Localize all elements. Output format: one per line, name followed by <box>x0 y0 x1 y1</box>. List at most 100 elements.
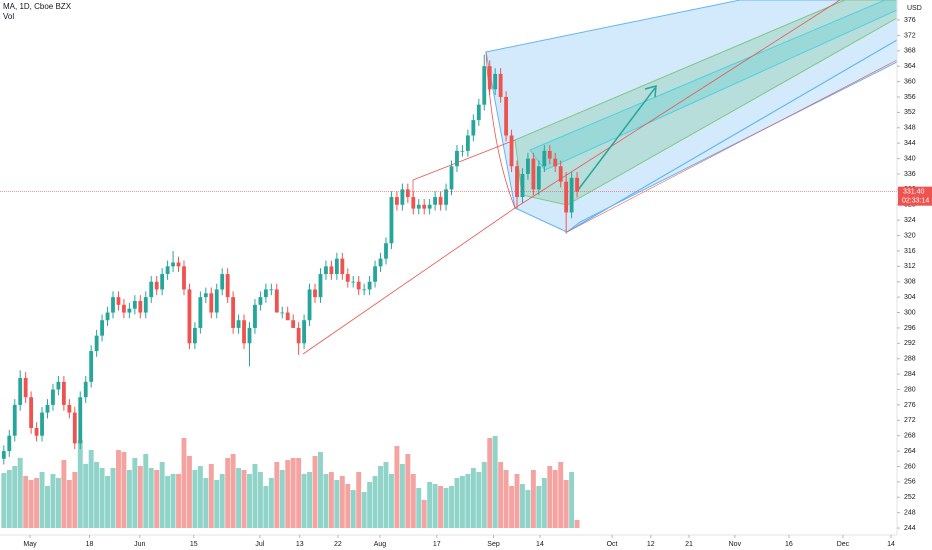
volume-label: Vol <box>3 12 14 21</box>
candle-body <box>553 158 558 167</box>
arrow <box>577 87 656 191</box>
volume-bar <box>541 478 547 528</box>
volume-bar <box>132 458 138 528</box>
candle-body <box>111 297 115 313</box>
volume-bar <box>410 474 416 528</box>
candle-body <box>40 412 44 436</box>
candle-body <box>171 262 175 267</box>
candle-body <box>78 397 83 444</box>
candle-body <box>482 66 487 105</box>
x-tick-label: 13 <box>296 541 304 548</box>
volume-bar <box>509 486 515 528</box>
candle-body <box>493 73 498 90</box>
y-tick-label: 372 <box>904 32 916 39</box>
marks <box>0 54 897 528</box>
y-tick-label: 360 <box>904 78 916 85</box>
candle-body <box>465 135 470 151</box>
volume-bar <box>394 446 400 528</box>
candle-body <box>400 189 405 205</box>
candle-body <box>296 327 301 344</box>
volume-bar <box>192 470 198 528</box>
candle-body <box>203 293 208 298</box>
x-tick-label: 17 <box>433 541 441 548</box>
volume-bar <box>121 452 127 528</box>
x-tick-label: Aug <box>374 541 387 548</box>
volume-bar <box>34 478 40 528</box>
volume-bar <box>378 466 383 528</box>
volume-bar <box>148 468 154 528</box>
volume-bar <box>263 486 269 528</box>
candle-body <box>138 300 143 313</box>
candle-body <box>422 204 427 209</box>
candle-body <box>89 351 94 382</box>
volume-bar <box>290 458 296 528</box>
candle-body <box>569 177 574 213</box>
y-tick-label: 276 <box>904 402 916 409</box>
x-tick-label: 14 <box>536 541 544 548</box>
volume-bar <box>257 472 263 528</box>
volume-bar <box>203 478 209 528</box>
volume-bar <box>339 476 345 528</box>
candle-body <box>225 274 230 298</box>
y-tick-label: 352 <box>904 109 916 116</box>
trend-line <box>485 51 516 209</box>
candle-body <box>476 104 481 121</box>
y-tick-label: 376 <box>904 17 916 24</box>
volume-bar <box>230 454 236 528</box>
volume-bar <box>110 468 116 528</box>
candle-body <box>242 320 246 344</box>
volume-bar <box>520 484 525 528</box>
volume-bar <box>6 470 12 528</box>
price-axis <box>897 0 932 550</box>
candle-body <box>449 166 454 190</box>
y-tick-label: 340 <box>904 155 916 162</box>
candle-body <box>307 289 312 321</box>
candle-body <box>405 189 410 198</box>
volume-bar <box>388 474 394 528</box>
volume-bar <box>307 472 313 528</box>
volume-bar <box>94 462 100 528</box>
candle-body <box>542 150 547 167</box>
x-tick-label: 14 <box>887 541 895 548</box>
volume-bar <box>23 476 29 528</box>
volume-bar <box>323 474 329 528</box>
y-tick-label: 312 <box>904 263 916 270</box>
volume-bar <box>241 470 247 528</box>
y-tick-label: 308 <box>904 279 916 286</box>
y-tick-label: 256 <box>904 479 916 486</box>
volume-bar <box>345 484 351 528</box>
candle-body <box>285 312 290 321</box>
volume-bar <box>28 480 34 528</box>
candle-body <box>61 381 66 405</box>
candle-body <box>340 258 345 275</box>
volume-bar <box>170 474 176 528</box>
y-tick-label: 244 <box>904 525 916 532</box>
volume-bar <box>186 456 192 528</box>
y-tick-label: 248 <box>904 510 916 517</box>
volume-bar <box>547 466 553 528</box>
volume-bar <box>55 478 61 528</box>
volume-bar <box>72 472 78 528</box>
candle-body <box>12 404 17 436</box>
candle-body <box>274 289 279 313</box>
candle-body <box>94 335 99 352</box>
volume-bar <box>252 464 258 528</box>
candle-body <box>351 281 356 283</box>
candle-body <box>247 327 252 344</box>
candle-body <box>433 197 438 205</box>
candle-body <box>23 377 28 398</box>
candle-body <box>416 204 421 209</box>
candle-body <box>269 289 274 291</box>
volume-bar <box>274 462 280 528</box>
candle-body <box>51 389 55 405</box>
y-tick-label: 368 <box>904 48 916 55</box>
candle-body <box>83 381 88 398</box>
candle-body <box>34 428 39 436</box>
candle-body <box>536 166 541 190</box>
candle-body <box>356 281 361 290</box>
volume-bar <box>236 468 242 528</box>
volume-bar <box>219 474 225 528</box>
candle-body <box>334 258 339 275</box>
volume-bar <box>481 462 487 528</box>
time-axis <box>0 535 932 550</box>
